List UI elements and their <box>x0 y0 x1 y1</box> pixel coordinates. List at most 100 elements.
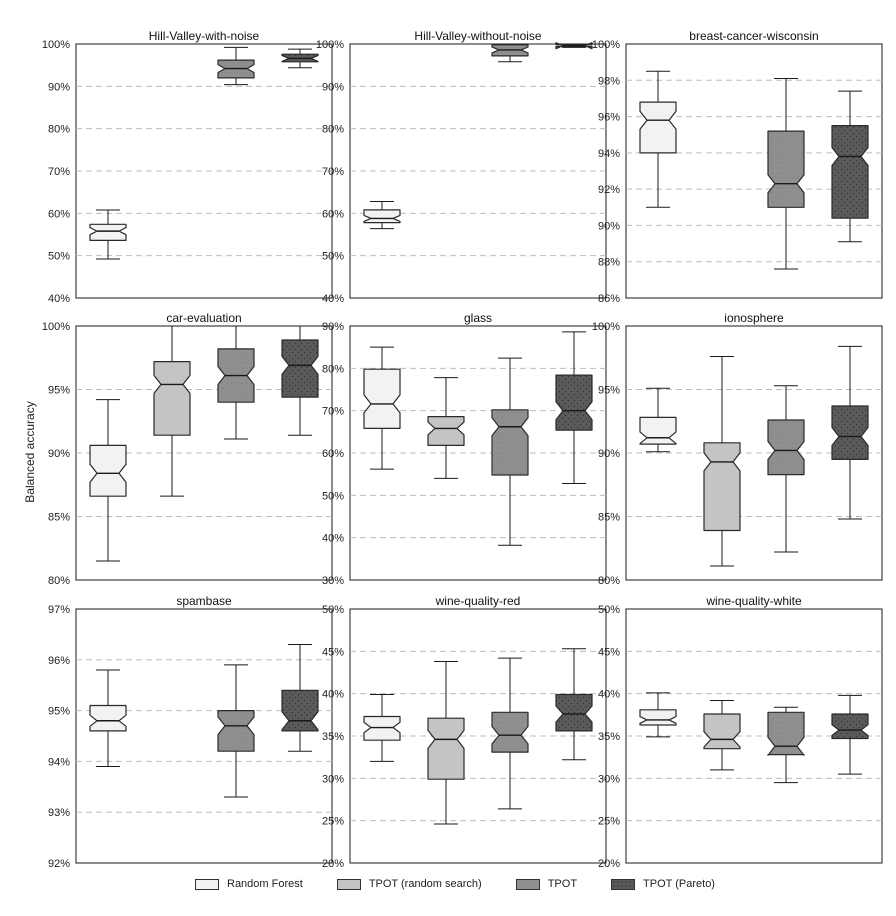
y-tick-label: 70% <box>322 166 344 178</box>
y-tick-label: 25% <box>322 816 344 828</box>
legend-item: TPOT <box>515 878 578 890</box>
box-random-forest <box>89 669 127 767</box>
y-tick-label: 60% <box>322 448 344 460</box>
y-tick-label: 95% <box>48 385 70 397</box>
y-tick-label: 98% <box>598 75 620 87</box>
chart-title: spambase <box>176 594 232 608</box>
box-random-forest <box>363 200 401 230</box>
box-texture <box>556 375 592 431</box>
box-random-forest <box>89 209 127 260</box>
y-tick-label: 20% <box>322 858 344 870</box>
chart-title: wine-quality-white <box>705 594 802 608</box>
y-tick-label: 100% <box>316 39 344 51</box>
box-tpot-pareto <box>555 648 593 761</box>
y-tick-label: 100% <box>42 39 70 51</box>
box-tpot-random-search <box>703 699 741 771</box>
chart-panel: 20% 25% 30% 35% 40% 45% 50% wine-quality-white <box>598 594 883 870</box>
y-tick-label: 85% <box>48 512 70 524</box>
y-tick-label: 90% <box>598 448 620 460</box>
y-tick-label: 70% <box>322 406 344 418</box>
chart-title: Hill-Valley-without-noise <box>414 29 541 43</box>
box-tpot <box>491 357 529 546</box>
legend-item: Random Forest <box>195 878 303 890</box>
y-tick-label: 50% <box>598 604 620 616</box>
chart-panel: 80% 85% 90% 95% 100% ionosphere <box>592 311 883 587</box>
box-tpot-random-search <box>703 355 741 567</box>
y-tick-label: 100% <box>592 321 620 333</box>
chart-panel: 80% 85% 90% 95% 100% car-evaluation <box>42 311 333 587</box>
y-tick-label: 95% <box>598 385 620 397</box>
box-body <box>703 713 741 750</box>
y-tick-label: 30% <box>322 773 344 785</box>
legend-label: TPOT <box>547 878 578 890</box>
y-tick-label: 85% <box>598 512 620 524</box>
y-tick-label: 100% <box>42 321 70 333</box>
legend: Random Forest TPOT (random search) TPOT TPO… <box>195 872 715 896</box>
box-tpot <box>491 43 529 63</box>
box-tpot-pareto <box>281 48 319 69</box>
box-texture <box>768 420 804 475</box>
y-tick-label: 25% <box>598 816 620 828</box>
box-tpot <box>217 325 255 440</box>
chart-title: ionosphere <box>724 311 784 325</box>
box-body <box>427 717 465 780</box>
y-tick-label: 90% <box>322 81 344 93</box>
box-texture <box>282 340 318 398</box>
panel-frame <box>75 608 333 864</box>
box-tpot-pareto <box>831 694 869 775</box>
box-body <box>89 704 127 732</box>
y-tick-label: 90% <box>48 81 70 93</box>
y-tick-label: 80% <box>598 575 620 587</box>
box-random-forest <box>363 346 401 470</box>
legend-swatch <box>611 878 636 890</box>
panel-frame <box>75 43 333 299</box>
box-body <box>363 368 401 429</box>
box-tpot-pareto <box>281 325 319 436</box>
y-tick-label: 80% <box>322 363 344 375</box>
y-tick-label: 50% <box>322 604 344 616</box>
chart-title: Hill-Valley-with-noise <box>149 29 260 43</box>
y-tick-label: 50% <box>322 251 344 263</box>
chart-title: glass <box>464 311 492 325</box>
y-tick-label: 30% <box>598 773 620 785</box>
y-tick-label: 96% <box>48 655 70 667</box>
box-tpot-pareto <box>555 331 593 484</box>
box-tpot-random-search <box>153 325 191 497</box>
chart-panels: 40% 50% 60% 70% 80% 90% 100% Hill-Valley-with-n… <box>42 29 883 870</box>
box-texture <box>556 694 592 731</box>
legend-swatch <box>515 878 540 890</box>
box-body <box>427 416 465 446</box>
y-tick-label: 50% <box>322 490 344 502</box>
y-tick-label: 40% <box>598 689 620 701</box>
chart-title: wine-quality-red <box>435 594 521 608</box>
box-texture <box>768 131 804 208</box>
box-texture <box>492 712 528 753</box>
y-tick-label: 45% <box>322 646 344 658</box>
box-texture <box>768 712 804 756</box>
box-random-forest <box>89 399 127 562</box>
box-random-forest <box>639 70 677 208</box>
y-tick-label: 40% <box>48 293 70 305</box>
box-tpot-random-search <box>427 377 465 479</box>
y-tick-label: 88% <box>598 257 620 269</box>
legend-item: TPOT (random search) <box>336 878 482 890</box>
box-tpot-pareto <box>831 90 869 243</box>
y-tick-label: 90% <box>322 321 344 333</box>
y-tick-label: 92% <box>48 858 70 870</box>
chart-panel: 40% 50% 60% 70% 80% 90% 100% Hill-Valley-with-n… <box>42 29 333 305</box>
box-tpot <box>767 385 805 553</box>
y-tick-label: 100% <box>592 39 620 51</box>
box-tpot <box>491 657 529 810</box>
y-tick-label: 90% <box>598 220 620 232</box>
box-tpot <box>767 77 805 270</box>
box-body <box>703 442 741 532</box>
box-texture <box>832 714 868 739</box>
box-tpot <box>217 46 255 86</box>
legend-label: TPOT (random search) <box>368 878 482 890</box>
chart-title: breast-cancer-wisconsin <box>689 29 818 43</box>
chart-panel: 40% 50% 60% 70% 80% 90% 100% Hill-Valley-withou… <box>316 29 607 305</box>
y-tick-label: 45% <box>598 646 620 658</box>
box-body <box>363 209 401 224</box>
y-tick-label: 92% <box>598 184 620 196</box>
